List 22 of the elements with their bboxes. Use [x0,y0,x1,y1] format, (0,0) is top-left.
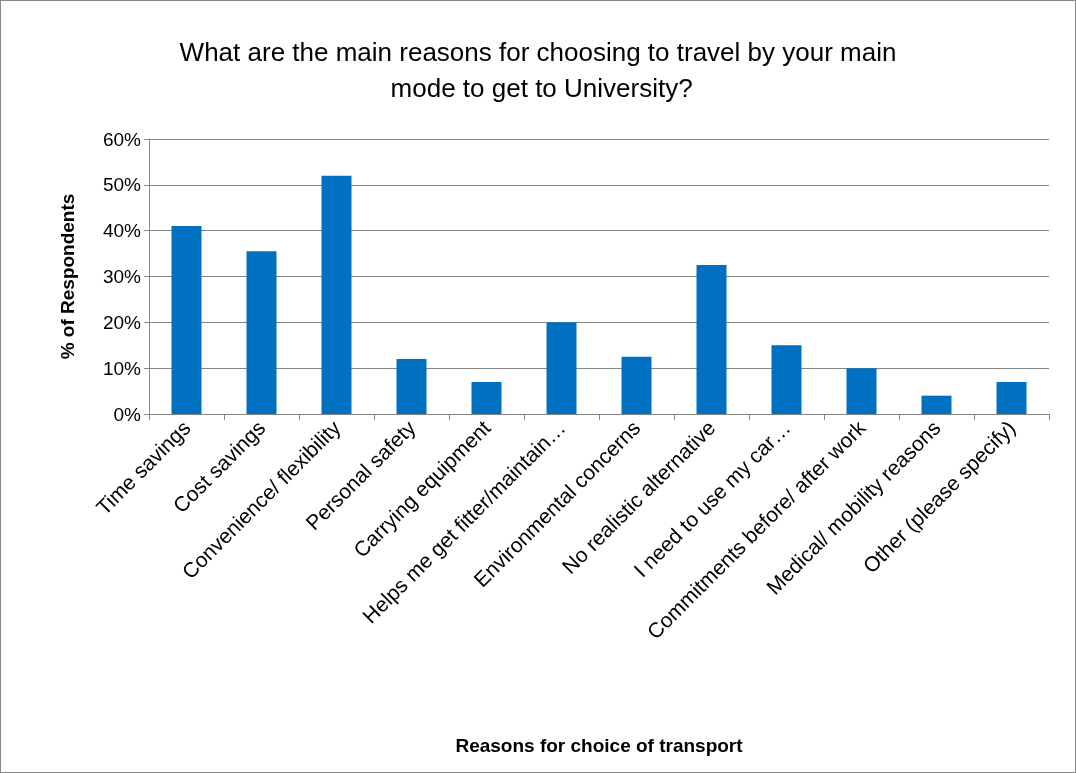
y-tick-label: 30% [102,266,142,287]
bar [246,251,277,414]
y-tick-label: 50% [102,174,142,196]
y-tick-label: 10% [102,357,142,379]
bar [921,395,952,414]
y-tick-label: 40% [102,220,142,242]
y-tick-label: 20% [102,311,142,333]
bar [321,175,352,414]
bar [471,381,502,414]
bar [396,359,427,414]
bar [621,356,652,414]
y-tick-label: 0% [113,403,142,425]
bar [996,381,1027,414]
y-tick-label: 60% [102,128,142,150]
bar [696,265,727,414]
bar [546,322,577,414]
x-axis-title: Reasons for choice of transport [455,735,744,756]
bar [771,345,802,414]
bar [171,226,202,414]
bar [846,368,877,414]
chart-title: What are the main reasons for choosing to travel by your main mode to get to University? [179,37,897,103]
y-axis-title: % of Respondents [57,193,78,360]
